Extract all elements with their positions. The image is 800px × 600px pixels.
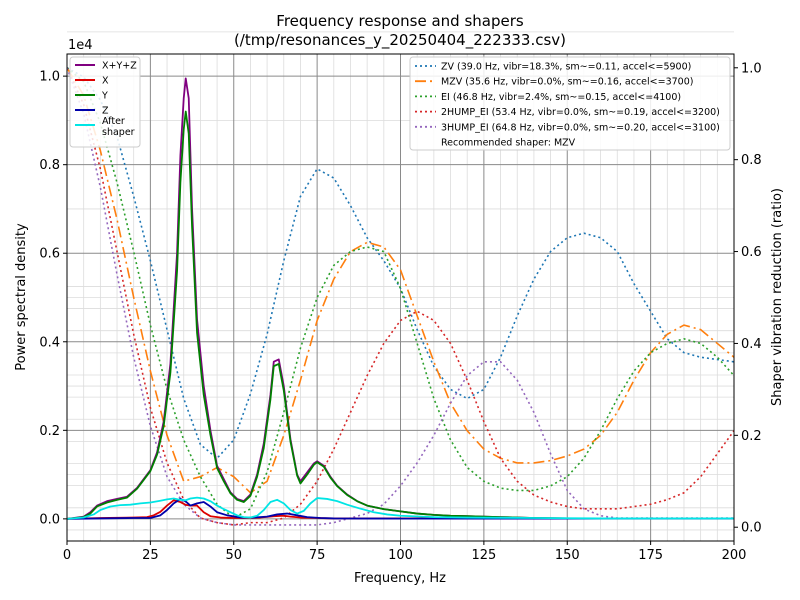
y-right-tick-label: 0.6: [741, 245, 762, 260]
x-tick-label: 175: [638, 548, 663, 563]
series-group: [67, 67, 734, 526]
axes: 0 25 50 75 100 125 150 175 200 0.0 0.2 0.4 0.6 0.8 1.0…: [39, 61, 761, 563]
x-tick-label: 150: [555, 548, 580, 563]
psd-legend-label: X: [102, 76, 109, 87]
shaper-legend: ZV (39.0 Hz, vibr=18.3%, sm~=0.11, accel…: [409, 56, 731, 151]
left-axis-multiplier: 1e4: [68, 38, 93, 53]
psd-line-z: [67, 498, 734, 520]
shaper-legend-label: EI (46.8 Hz, vibr=2.4%, sm~=0.15, accel<…: [441, 92, 681, 103]
shaper-legend-label: 2HUMP_EI (53.4 Hz, vibr=0.0%, sm~=0.19, …: [441, 107, 720, 118]
shaper-legend-label: ZV (39.0 Hz, vibr=18.3%, sm~=0.11, accel…: [441, 62, 691, 73]
y-right-tick-label: 0.0: [741, 521, 762, 536]
shaper-line-ei: [67, 67, 734, 519]
y-left-tick-label: 1.0: [39, 70, 60, 85]
psd-legend-label: Y: [101, 91, 108, 102]
y-left-tick-label: 0.4: [39, 335, 60, 350]
recommended-shaper-label: Recommended shaper: MZV: [441, 138, 576, 149]
y-axis-left-label: Power spectral density: [14, 223, 29, 371]
chart-subtitle: (/tmp/resonances_y_20250404_222333.csv): [234, 31, 566, 50]
plot-area: [67, 67, 734, 526]
shaper-line-2hump-ei: [67, 67, 734, 526]
x-tick-label: 125: [471, 548, 496, 563]
shaper-legend-label: MZV (35.6 Hz, vibr=0.0%, sm~=0.16, accel…: [441, 77, 693, 88]
shaper-legend-box: [409, 56, 731, 151]
y-left-tick-label: 0.8: [39, 158, 60, 173]
y-left-tick-label: 0.2: [39, 424, 60, 439]
x-axis-label: Frequency, Hz: [354, 571, 446, 586]
x-tick-label: 200: [722, 548, 747, 563]
psd-line-after-shaper: [67, 496, 734, 520]
shaper-line-mzv: [67, 67, 734, 494]
psd-legend-label: X+Y+Z: [102, 61, 137, 72]
x-tick-label: 75: [309, 548, 326, 563]
y-right-tick-label: 1.0: [741, 61, 762, 76]
psd-legend-label: Z: [102, 106, 109, 117]
psd-line-y: [67, 110, 734, 520]
x-tick-label: 50: [225, 548, 242, 563]
chart-title: Frequency response and shapers: [276, 12, 524, 30]
psd-line-x: [67, 499, 734, 520]
y-right-tick-label: 0.8: [741, 153, 762, 168]
y-axis-right-label: Shaper vibration reduction (ratio): [770, 188, 785, 406]
x-tick-label: 25: [142, 548, 159, 563]
y-left-tick-label: 0.6: [39, 247, 60, 262]
x-tick-label: 0: [63, 548, 71, 563]
x-tick-label: 100: [388, 548, 413, 563]
shaper-legend-label: 3HUMP_EI (64.8 Hz, vibr=0.0%, sm~=0.20, …: [441, 122, 720, 133]
y-right-tick-label: 0.4: [741, 337, 762, 352]
y-right-tick-label: 0.2: [741, 429, 762, 444]
shaper-line-zv: [67, 67, 734, 460]
y-left-tick-label: 0.0: [39, 512, 60, 527]
psd-legend-label: After shaper: [102, 116, 135, 138]
